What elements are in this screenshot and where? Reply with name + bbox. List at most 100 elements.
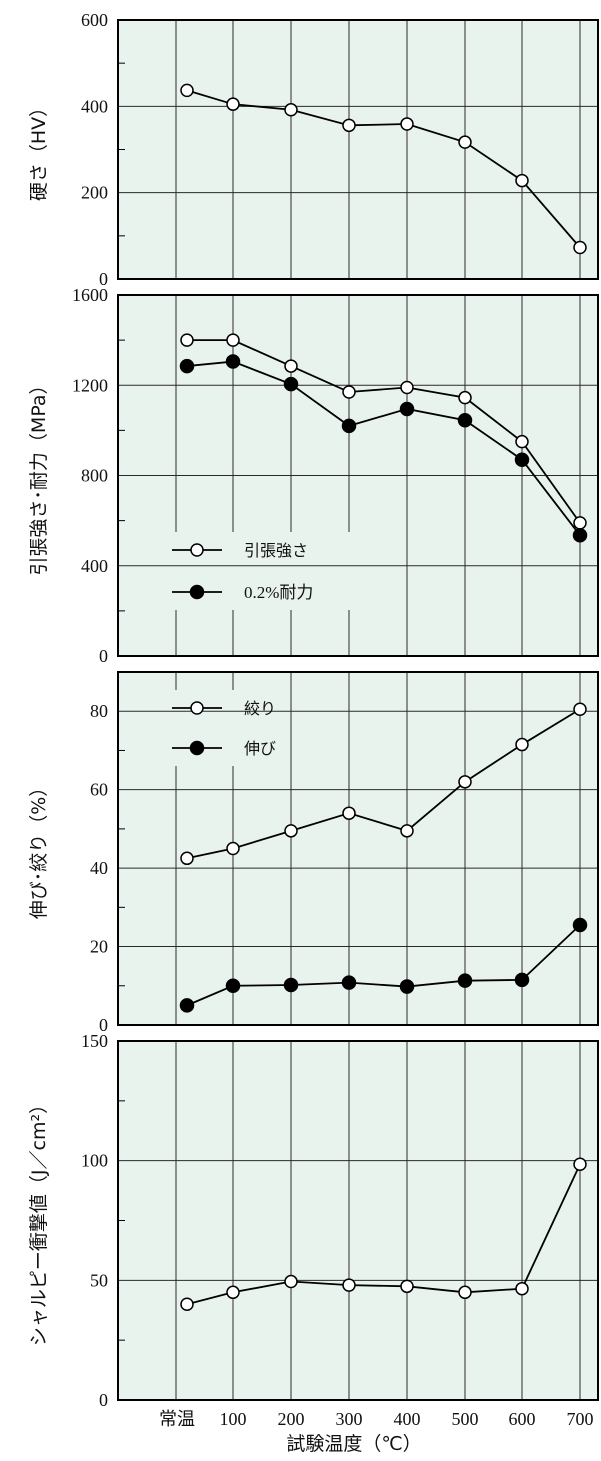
plot-frame bbox=[117, 19, 599, 280]
series-line-0 bbox=[186, 708, 581, 860]
plot-area bbox=[118, 672, 598, 1025]
data-point-1-7 bbox=[572, 528, 588, 543]
y-axis-label: 伸び･絞り（%） bbox=[28, 778, 50, 920]
data-point-0-3 bbox=[342, 806, 356, 820]
legend-marker-1 bbox=[189, 740, 205, 756]
chart-panel-2: 0 400 800 1200 1600 引張強さ･耐力（MPa） 引張強さ 0.2%耐力 bbox=[28, 285, 599, 666]
x-tick-label-4: 400 bbox=[394, 1409, 421, 1429]
legend-label-1: 0.2%耐力 bbox=[244, 583, 313, 602]
x-axis-label: 試験温度（℃） bbox=[286, 1433, 421, 1455]
panels: 0 200 400 600 硬さ（HV） 0 400 800 1200 1600 引張強さ･耐力（M… bbox=[28, 10, 599, 1410]
x-tick-label-1: 100 bbox=[220, 1409, 247, 1429]
data-point-1-1 bbox=[225, 354, 241, 369]
y-axis-label: 引張強さ･耐力（MPa） bbox=[28, 375, 50, 575]
series-line-0 bbox=[187, 339, 581, 524]
y-tick-label-4: 80 bbox=[90, 701, 108, 721]
data-point-1-4 bbox=[399, 401, 415, 417]
y-tick-label-3: 600 bbox=[81, 10, 108, 30]
data-point-0-6 bbox=[515, 173, 529, 188]
data-point-0-4 bbox=[400, 117, 414, 131]
data-point-0-4 bbox=[400, 380, 414, 395]
data-point-1-3 bbox=[341, 975, 357, 990]
y-tick-label-1: 200 bbox=[81, 183, 108, 203]
y-tick-label-0: 0 bbox=[99, 646, 108, 666]
y-axis-label: 硬さ（HV） bbox=[28, 98, 50, 201]
data-point-0-6 bbox=[515, 737, 529, 752]
plot-area bbox=[118, 20, 598, 279]
y-tick-label-3: 60 bbox=[90, 780, 108, 800]
data-point-0-1 bbox=[226, 333, 240, 347]
data-point-0-5 bbox=[458, 775, 472, 789]
data-point-0-2 bbox=[284, 359, 298, 373]
data-point-0-1 bbox=[226, 1285, 240, 1300]
data-point-0-4 bbox=[400, 1279, 414, 1294]
x-tick-label-5: 500 bbox=[452, 1409, 479, 1429]
data-point-0-5 bbox=[458, 390, 472, 405]
data-point-0-2 bbox=[284, 103, 298, 117]
series-line-0 bbox=[186, 1163, 581, 1306]
x-tick-label-2: 200 bbox=[278, 1409, 305, 1429]
x-tick-label-7: 700 bbox=[567, 1409, 594, 1429]
legend-marker-1 bbox=[189, 584, 205, 600]
data-point-0-3 bbox=[342, 385, 356, 399]
data-point-0-5 bbox=[458, 135, 472, 149]
plot-frame bbox=[117, 671, 599, 1026]
data-point-1-5 bbox=[457, 973, 473, 988]
y-tick-label-2: 40 bbox=[90, 858, 108, 878]
data-point-0-6 bbox=[515, 1281, 529, 1296]
legend-label-1: 伸び bbox=[244, 739, 276, 758]
data-point-1-1 bbox=[225, 978, 241, 994]
data-point-1-3 bbox=[341, 418, 357, 434]
data-point-1-2 bbox=[283, 376, 299, 392]
data-point-0-7 bbox=[573, 240, 587, 255]
y-tick-label-1: 20 bbox=[90, 937, 108, 957]
y-axis-label: シャルピー衝撃値（J／cm²） bbox=[28, 1095, 50, 1346]
legend-marker-0 bbox=[190, 543, 204, 557]
data-point-0-3 bbox=[342, 118, 356, 133]
legend-label-0: 絞り bbox=[244, 699, 276, 718]
data-point-1-2 bbox=[283, 977, 299, 993]
y-tick-label-3: 1200 bbox=[72, 375, 108, 395]
data-point-1-7 bbox=[572, 917, 588, 933]
plot-frame bbox=[117, 294, 599, 657]
y-tick-label-1: 400 bbox=[81, 556, 108, 576]
data-point-0-2 bbox=[284, 824, 298, 838]
y-tick-label-1: 50 bbox=[90, 1270, 108, 1290]
x-tick-label-6: 600 bbox=[509, 1409, 536, 1429]
data-point-0-1 bbox=[226, 841, 240, 856]
data-point-0-1 bbox=[226, 97, 240, 111]
data-point-0-0 bbox=[180, 1297, 194, 1312]
y-tick-label-3: 150 bbox=[81, 1031, 108, 1051]
data-point-1-4 bbox=[399, 979, 415, 994]
series-line-1 bbox=[186, 924, 581, 1007]
data-point-1-0 bbox=[179, 998, 195, 1013]
x-tick-label-3: 300 bbox=[336, 1409, 363, 1429]
y-tick-label-2: 100 bbox=[81, 1151, 108, 1171]
y-tick-label-2: 800 bbox=[81, 466, 108, 486]
data-point-0-7 bbox=[573, 1157, 587, 1172]
y-tick-label-2: 400 bbox=[81, 96, 108, 116]
data-point-1-6 bbox=[514, 972, 530, 988]
series-line-0 bbox=[186, 89, 581, 249]
legend-label-0: 引張強さ bbox=[244, 541, 308, 560]
y-tick-label-4: 1600 bbox=[72, 285, 108, 305]
series-line-1 bbox=[186, 360, 581, 536]
data-point-0-0 bbox=[180, 83, 194, 98]
data-point-0-7 bbox=[573, 702, 587, 717]
chart-panel-4: 0 50 100 150 シャルピー衝撃値（J／cm²） bbox=[28, 1031, 599, 1410]
plot-frame bbox=[117, 1040, 599, 1401]
data-point-0-0 bbox=[180, 851, 194, 866]
data-point-1-0 bbox=[179, 358, 195, 374]
x-axis: 常温 100 200 300 400 500 600 700 bbox=[159, 1409, 594, 1430]
data-point-1-6 bbox=[514, 452, 530, 467]
chart-panel-1: 0 200 400 600 硬さ（HV） bbox=[28, 10, 599, 289]
data-point-0-3 bbox=[342, 1278, 356, 1292]
plot-area bbox=[118, 1041, 598, 1400]
data-point-0-2 bbox=[284, 1274, 298, 1289]
legend-marker-0 bbox=[190, 701, 204, 715]
y-tick-label-0: 0 bbox=[99, 1015, 108, 1035]
data-point-0-5 bbox=[458, 1285, 472, 1300]
x-tick-label-0: 常温 bbox=[159, 1409, 195, 1430]
data-point-0-7 bbox=[573, 516, 587, 530]
